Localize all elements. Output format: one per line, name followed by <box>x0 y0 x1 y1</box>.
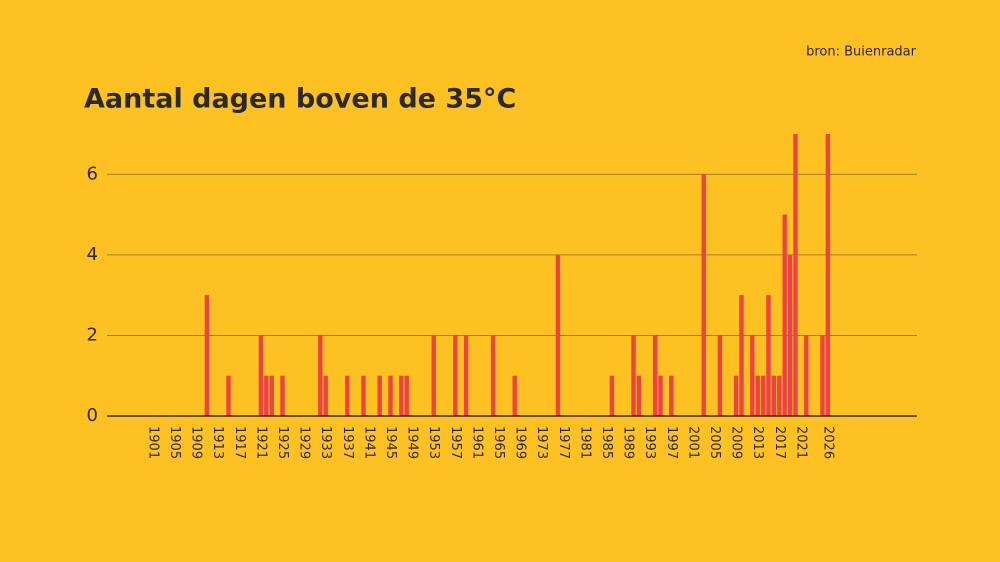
bar <box>323 375 328 416</box>
bar <box>399 375 404 416</box>
x-tick-label: 1925 <box>275 426 290 459</box>
bar <box>431 335 436 416</box>
x-tick-label: 1905 <box>167 426 182 459</box>
bar <box>264 375 269 416</box>
bar <box>669 375 674 416</box>
x-tick-label: 1945 <box>383 426 398 459</box>
source: bron: Buienradar <box>806 45 917 60</box>
bar <box>512 375 517 416</box>
x-tick-label: 1985 <box>599 426 614 459</box>
y-tick-label: 0 <box>87 405 98 426</box>
x-tick-label: 2001 <box>685 426 700 459</box>
bar <box>804 335 809 416</box>
bar <box>636 375 642 416</box>
x-tick-label: 1997 <box>664 426 679 459</box>
bar <box>318 335 323 416</box>
x-tick-label: 1953 <box>426 426 441 459</box>
bar <box>377 375 382 416</box>
bar <box>701 174 706 416</box>
bar <box>631 335 636 416</box>
x-tick-label: 1981 <box>577 426 592 459</box>
bar <box>777 375 782 416</box>
x-tick-label: 1957 <box>448 426 463 459</box>
x-tick-label: 1941 <box>361 426 376 459</box>
y-tick-label: 4 <box>87 244 98 265</box>
bar <box>453 335 458 416</box>
bar <box>787 254 793 416</box>
x-tick-label: 2013 <box>750 426 765 459</box>
x-tick-label: 1917 <box>232 426 247 459</box>
bar <box>825 134 831 416</box>
x-tick-label: 1993 <box>642 426 657 459</box>
bar <box>555 254 561 416</box>
bar <box>652 335 658 416</box>
bar <box>258 335 264 416</box>
bar <box>226 375 231 416</box>
x-tick-label: 1937 <box>340 426 355 459</box>
x-tick-label: 2017 <box>772 426 787 459</box>
x-tick-label: 1989 <box>621 426 636 459</box>
bar <box>771 375 777 416</box>
x-tick-label: 1933 <box>318 426 333 459</box>
bar <box>345 375 350 416</box>
x-tick-label: 1949 <box>405 426 420 459</box>
bar <box>280 375 285 416</box>
x-tick-label: 1973 <box>534 426 549 459</box>
x-tick-label: 2005 <box>707 426 722 459</box>
bar <box>766 295 771 416</box>
bar <box>782 214 787 416</box>
bar <box>609 375 615 416</box>
x-tick-label: 1913 <box>210 426 225 459</box>
x-tick-label: 1909 <box>189 426 204 459</box>
bar <box>404 375 409 416</box>
bar <box>739 295 744 416</box>
bar <box>820 335 825 416</box>
bar <box>793 134 798 416</box>
x-tick-label: 1961 <box>469 426 484 459</box>
y-tick-label: 2 <box>87 324 98 345</box>
bar <box>755 375 760 416</box>
bar <box>750 335 755 416</box>
x-tick-label: 2026 <box>820 426 835 459</box>
bar <box>463 335 469 416</box>
x-tick-label: 1921 <box>253 426 268 459</box>
bar <box>717 335 723 416</box>
x-tick-label: 1977 <box>556 426 571 459</box>
x-tick-label: 2009 <box>729 426 744 459</box>
chart-title: Aantal dagen boven de 35°C <box>84 84 516 115</box>
x-tick-label: 1965 <box>491 426 506 459</box>
bar <box>269 375 274 416</box>
bar <box>388 375 393 416</box>
x-tick-label: 2021 <box>793 426 808 459</box>
bar <box>733 375 739 416</box>
bar <box>760 375 766 416</box>
x-tick-label: 1969 <box>513 426 528 459</box>
bar <box>490 335 496 416</box>
y-tick-label: 6 <box>87 163 98 184</box>
bar <box>204 295 210 416</box>
bar <box>361 375 366 416</box>
x-tick-label: 1929 <box>297 426 312 459</box>
x-tick-label: 1901 <box>145 426 160 459</box>
bar <box>658 375 663 416</box>
